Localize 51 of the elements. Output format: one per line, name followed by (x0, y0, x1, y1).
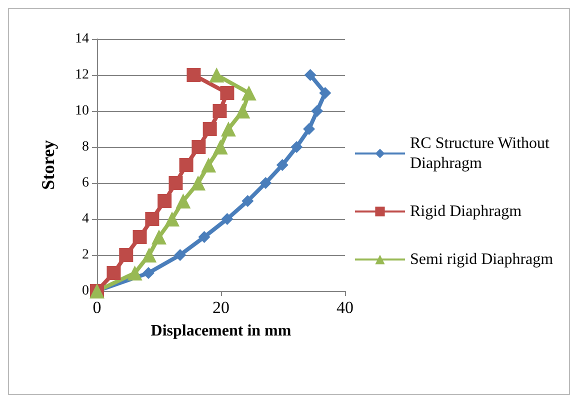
point (174, 249, 186, 261)
y-tick-label: 4 (82, 212, 89, 226)
point (127, 266, 142, 280)
point (221, 213, 234, 225)
point (106, 266, 121, 280)
point (209, 68, 224, 82)
point (198, 231, 210, 243)
y-tick-label: 8 (82, 140, 89, 154)
point (132, 230, 147, 244)
x-tick-label: 20 (212, 298, 230, 317)
point (290, 141, 303, 153)
y-tick-label: 14 (75, 32, 89, 46)
point (201, 158, 216, 172)
legend-label: RC Structure Without Diaphragm (410, 135, 554, 172)
point (186, 68, 201, 82)
legend-label: Rigid Diaphragm (410, 203, 522, 220)
y-tick-label: 6 (82, 176, 89, 190)
point (212, 140, 228, 154)
point (212, 104, 227, 118)
point (168, 176, 183, 190)
y-tick-label: 12 (75, 68, 89, 82)
point (235, 104, 250, 118)
x-axis-title: Displacement in mm (150, 322, 292, 340)
y-tick-label: 10 (75, 104, 89, 118)
point (142, 248, 157, 262)
point (276, 159, 288, 171)
point (304, 69, 316, 81)
x-tick-label: 40 (336, 298, 354, 317)
point (179, 158, 194, 172)
point (158, 194, 172, 208)
point (119, 248, 134, 262)
point (260, 177, 272, 189)
point (311, 105, 324, 117)
point (242, 195, 254, 207)
y-axis-title: Storey (38, 140, 58, 190)
y-tick-label: 2 (82, 248, 89, 262)
point (220, 86, 234, 100)
point (164, 212, 180, 226)
point (303, 123, 316, 135)
point (241, 86, 256, 100)
legend-label: Semi rigid Diaphragm (410, 251, 554, 268)
point (142, 267, 154, 279)
point (319, 87, 332, 99)
point (145, 212, 160, 226)
point (152, 230, 166, 244)
point (176, 194, 191, 208)
point (190, 176, 206, 190)
point (192, 140, 206, 154)
point (220, 122, 236, 136)
point (202, 122, 217, 136)
y-tick-label: 0 (82, 284, 89, 298)
